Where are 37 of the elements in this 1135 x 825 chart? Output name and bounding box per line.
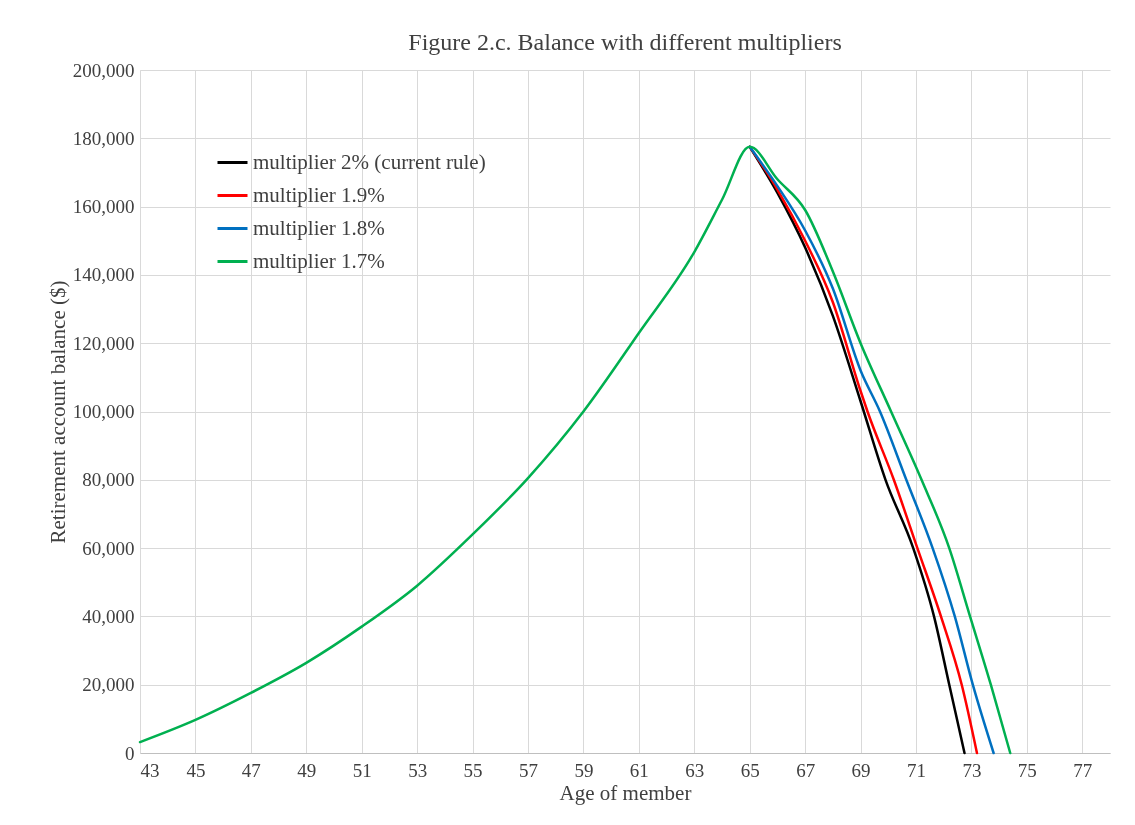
y-tick-label: 60,000 (82, 537, 135, 559)
x-tick-label: 61 (629, 759, 649, 781)
legend-label: multiplier 1.8% (253, 215, 385, 240)
x-tick-label: 57 (519, 759, 538, 781)
x-tick-label: 69 (851, 759, 871, 781)
y-tick-label: 20,000 (82, 674, 135, 696)
y-tick-label: 100,000 (72, 401, 135, 422)
line-series (138, 145, 1012, 755)
x-tick-label: 51 (352, 759, 372, 781)
x-tick-label: 71 (907, 759, 926, 781)
y-tick-label: 120,000 (72, 332, 135, 354)
y-tick-label: 140,000 (72, 264, 135, 286)
x-tick-label: 65 (740, 759, 760, 781)
x-tick-label: 63 (685, 759, 705, 781)
x-axis-title: Age of member (559, 780, 692, 805)
x-tick-label: 45 (186, 759, 206, 781)
chart-title: Figure 2.c. Balance with different multipliers (408, 29, 842, 55)
x-tick-label: 59 (574, 759, 594, 781)
y-tick-label: 80,000 (82, 469, 135, 491)
y-tick-label: 160,000 (72, 196, 135, 218)
x-tick-label: 43 (140, 759, 160, 781)
y-tick-label: 0 (125, 742, 135, 764)
x-tick-label: 53 (408, 759, 428, 781)
x-tick-label: 73 (962, 759, 982, 781)
x-tick-label: 67 (796, 759, 816, 781)
x-tick-label: 75 (1017, 759, 1037, 781)
legend-label: multiplier 2% (current rule) (253, 149, 486, 174)
x-tick-label: 49 (297, 759, 317, 781)
x-tick-label: 47 (241, 759, 261, 781)
y-tick-label: 40,000 (82, 605, 135, 627)
x-tick-label: 55 (463, 759, 483, 781)
y-tick-label: 200,000 (72, 59, 135, 81)
y-axis-title: Retirement account balance ($) (45, 280, 70, 544)
x-tick-label: 77 (1073, 759, 1093, 781)
y-tick-label: 180,000 (72, 127, 135, 149)
legend-label: multiplier 1.7% (253, 248, 385, 273)
legend-label: multiplier 1.9% (253, 182, 385, 207)
